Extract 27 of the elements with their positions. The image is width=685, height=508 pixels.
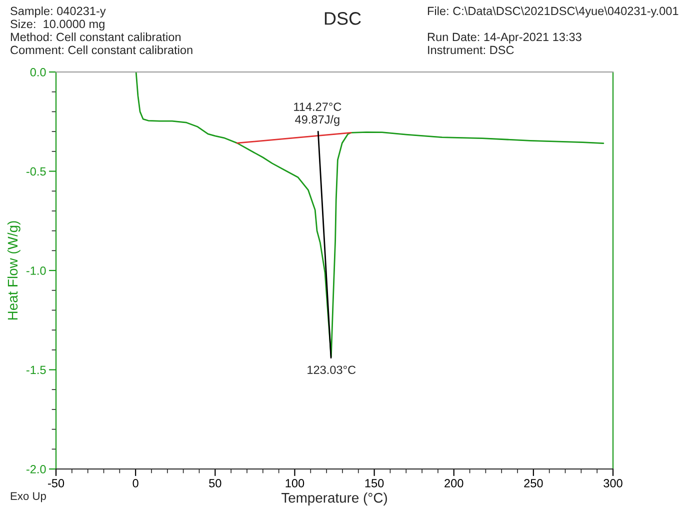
- x-tick-label: 250: [524, 479, 543, 488]
- x-tick-label: 300: [604, 479, 622, 488]
- x-tick-label: 150: [365, 479, 384, 488]
- text: File: C:\Data\DSC\2021DSC\4yue\040231-y.001: [428, 6, 678, 18]
- y-tick-label: -1.0: [26, 266, 46, 275]
- text: Instrument: DSC: [428, 46, 514, 54]
- x-tick-label: 0: [132, 479, 138, 488]
- text: Exo Up: [10, 492, 46, 502]
- x-tick-label: -50: [48, 479, 64, 488]
- line-series: [135, 72, 604, 358]
- y-tick-label: -1.5: [26, 366, 46, 374]
- y-tick-label: -2.0: [26, 465, 46, 474]
- y-tick-label: -0.5: [26, 167, 46, 176]
- text: Comment: Cell constant calibration: [10, 46, 192, 54]
- text: Run Date: 14-Apr-2021 13:33: [428, 32, 582, 44]
- text: Method: Cell constant calibration: [10, 32, 181, 42]
- annotation: 123.03°C: [308, 366, 356, 374]
- y-axis-title: Heat Flow (W/g): [7, 221, 20, 320]
- x-tick-label: 100: [286, 479, 304, 488]
- x-axis-title: Temperature (°C): [281, 492, 387, 506]
- y-tick-label: 0.0: [30, 68, 46, 76]
- text: Sample: 040231-y: [10, 6, 106, 18]
- x-tick-label: 200: [444, 479, 464, 488]
- annotation: 114.27°C 49.87J/g: [294, 102, 342, 126]
- text: Size: 10.0000 mg: [10, 20, 104, 30]
- x-tick-label: 50: [209, 479, 222, 488]
- chart-title: DSC: [324, 12, 361, 25]
